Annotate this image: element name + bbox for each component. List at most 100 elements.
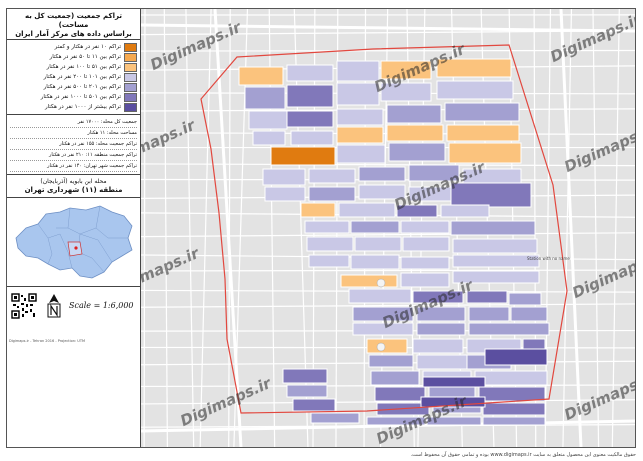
census-block[interactable]	[286, 110, 334, 128]
census-block[interactable]	[412, 290, 464, 304]
census-block[interactable]	[336, 144, 386, 164]
census-block[interactable]	[416, 354, 468, 370]
census-block[interactable]	[374, 386, 426, 402]
area-name-block: محله ابن بابویه (آذربایجان) منطقه (۱۱) ش…	[7, 175, 140, 198]
census-block[interactable]	[370, 370, 420, 386]
census-block[interactable]	[368, 354, 414, 368]
street	[163, 9, 168, 447]
census-block[interactable]	[348, 288, 412, 304]
census-block[interactable]	[422, 376, 486, 388]
census-block[interactable]	[400, 220, 450, 234]
census-block[interactable]	[452, 238, 538, 254]
census-block[interactable]	[350, 220, 400, 234]
census-block[interactable]	[446, 124, 520, 142]
census-block[interactable]	[482, 416, 546, 426]
census-block[interactable]	[340, 274, 398, 288]
map-subtitle: براساس داده های مرکز آمار ایران	[15, 30, 132, 38]
census-block[interactable]	[336, 126, 384, 144]
census-block[interactable]	[400, 272, 450, 288]
census-block[interactable]	[264, 186, 306, 202]
census-block[interactable]	[416, 306, 466, 322]
census-block[interactable]	[238, 66, 284, 86]
legend-swatch	[124, 82, 137, 92]
density-legend: تراکم ۱۰ نفر در هکتار و کمتر تراکم بین ۱…	[7, 40, 140, 115]
census-block[interactable]	[308, 186, 356, 202]
stats-table: جمعیت کل محله: ۱۷۰۰۰ نفر مساحت محله: ۱۱ …	[7, 115, 140, 175]
census-block[interactable]	[386, 104, 442, 124]
census-block[interactable]	[308, 168, 356, 184]
north-arrow-icon	[47, 294, 61, 318]
census-block[interactable]	[450, 182, 532, 208]
census-block[interactable]	[306, 236, 354, 252]
qr-code-icon	[11, 293, 37, 319]
roundabouts	[376, 278, 386, 352]
census-block[interactable]	[252, 130, 286, 146]
census-block[interactable]	[448, 142, 522, 164]
census-block[interactable]	[440, 204, 490, 218]
census-block[interactable]	[386, 124, 444, 142]
census-block[interactable]	[478, 386, 546, 402]
census-block[interactable]	[292, 398, 336, 412]
census-block[interactable]	[300, 202, 336, 218]
census-block[interactable]	[474, 370, 548, 386]
census-block[interactable]	[290, 130, 334, 146]
map-canvas[interactable]: Digimaps.ir Digimaps.ir Digimaps.ir Digi…	[141, 9, 635, 447]
census-block[interactable]	[366, 416, 426, 426]
census-block[interactable]	[436, 80, 514, 100]
census-block[interactable]	[452, 270, 540, 284]
census-block[interactable]	[358, 184, 406, 200]
map-place-label: Station with no name	[527, 256, 570, 261]
census-block[interactable]	[380, 82, 432, 102]
census-block[interactable]	[402, 236, 450, 252]
census-block[interactable]	[466, 290, 508, 304]
census-block[interactable]	[388, 142, 446, 162]
census-block[interactable]	[338, 202, 396, 218]
census-block[interactable]	[366, 338, 408, 354]
census-block[interactable]	[354, 236, 402, 252]
census-block[interactable]	[412, 338, 464, 354]
census-block[interactable]	[444, 102, 520, 122]
census-block[interactable]	[358, 166, 406, 182]
census-block[interactable]	[270, 146, 336, 166]
census-block[interactable]	[450, 220, 536, 236]
census-block[interactable]	[262, 168, 306, 186]
census-block[interactable]	[336, 82, 380, 106]
census-block[interactable]	[352, 322, 414, 336]
map-footer-block: Scale = 1:6,000 Digimaps.ir - Tehran 201…	[7, 287, 140, 345]
census-block[interactable]	[400, 256, 450, 270]
census-blocks	[238, 58, 550, 426]
census-block[interactable]	[244, 86, 286, 110]
census-block[interactable]	[282, 368, 328, 384]
census-block[interactable]	[484, 348, 548, 366]
census-block[interactable]	[508, 292, 542, 306]
census-block[interactable]	[310, 412, 360, 424]
census-block[interactable]	[396, 204, 438, 218]
census-block[interactable]	[510, 306, 548, 322]
census-block[interactable]	[286, 384, 328, 398]
legend-swatch	[124, 52, 137, 62]
census-block[interactable]	[452, 254, 540, 268]
census-block[interactable]	[416, 322, 466, 336]
census-block[interactable]	[336, 108, 384, 126]
census-block[interactable]	[336, 60, 380, 82]
census-block[interactable]	[408, 164, 460, 182]
census-block[interactable]	[352, 306, 414, 322]
census-block[interactable]	[436, 58, 512, 78]
census-block[interactable]	[308, 254, 350, 268]
census-block[interactable]	[420, 396, 486, 408]
street	[213, 9, 243, 447]
district-name: منطقه (۱۱) شهرداری تهران	[24, 186, 123, 194]
census-block[interactable]	[468, 322, 550, 336]
census-block[interactable]	[286, 64, 334, 82]
street	[141, 232, 635, 238]
census-block[interactable]	[350, 254, 400, 270]
census-block[interactable]	[468, 306, 510, 322]
legend-swatch	[124, 102, 137, 112]
census-block[interactable]	[286, 84, 334, 108]
census-block[interactable]	[380, 60, 432, 80]
census-block[interactable]	[304, 220, 350, 234]
census-block[interactable]	[426, 416, 482, 426]
census-block[interactable]	[482, 402, 546, 416]
census-block[interactable]	[248, 110, 288, 130]
legend-swatch	[124, 42, 137, 52]
